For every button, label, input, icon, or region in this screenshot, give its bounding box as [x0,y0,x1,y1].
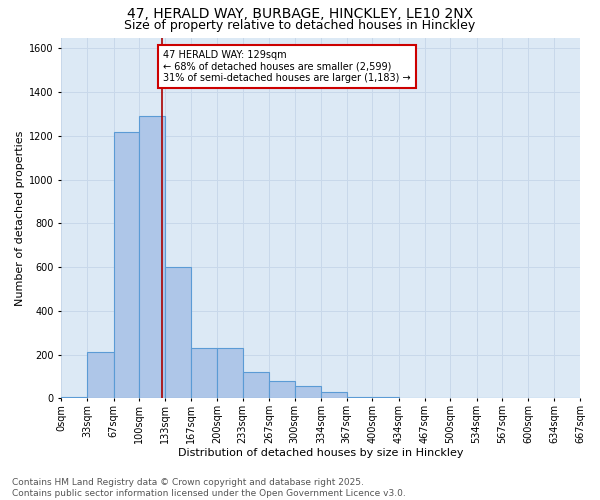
Bar [165,267,191,398]
Bar [295,386,321,398]
Bar [191,348,217,399]
Text: 47, HERALD WAY, BURBAGE, HINCKLEY, LE10 2NX: 47, HERALD WAY, BURBAGE, HINCKLEY, LE10 … [127,8,473,22]
Text: Contains HM Land Registry data © Crown copyright and database right 2025.
Contai: Contains HM Land Registry data © Crown c… [12,478,406,498]
Bar [321,392,347,398]
Bar [242,372,269,398]
Bar [139,116,165,399]
Bar [269,381,295,398]
Text: 47 HERALD WAY: 129sqm
← 68% of detached houses are smaller (2,599)
31% of semi-d: 47 HERALD WAY: 129sqm ← 68% of detached … [163,50,411,82]
Bar [217,348,242,399]
Bar [113,132,139,398]
Text: Size of property relative to detached houses in Hinckley: Size of property relative to detached ho… [124,18,476,32]
Bar [87,352,113,399]
X-axis label: Distribution of detached houses by size in Hinckley: Distribution of detached houses by size … [178,448,463,458]
Y-axis label: Number of detached properties: Number of detached properties [15,130,25,306]
Bar [347,396,373,398]
